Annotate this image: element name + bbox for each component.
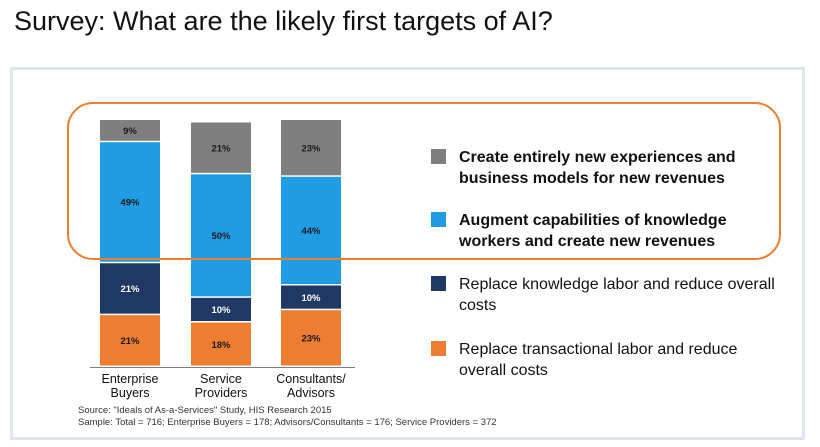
- bar-value-label: 44%: [301, 226, 321, 237]
- bar-value-label: 10%: [301, 293, 321, 304]
- legend-item: Augment capabilities of knowledge worker…: [431, 210, 779, 252]
- bar-segment: [281, 120, 341, 176]
- bar-value-label: 21%: [120, 284, 140, 295]
- bar-value-label: 10%: [211, 305, 231, 316]
- legend-label: Replace knowledge labor and reduce overa…: [459, 276, 775, 314]
- bar-segment: [191, 122, 251, 173]
- legend-item: Replace knowledge labor and reduce overa…: [431, 274, 779, 316]
- legend-swatch: [431, 149, 446, 164]
- legend-label: Augment capabilities of knowledge worker…: [459, 212, 727, 250]
- bar-value-label: 50%: [211, 231, 231, 242]
- bar-value-label: 18%: [211, 340, 231, 351]
- legend-swatch: [431, 276, 446, 291]
- category-label: Advisors: [287, 386, 335, 400]
- bar-value-label: 49%: [120, 198, 140, 209]
- bar-segment: [100, 263, 160, 314]
- bar-value-label: 9%: [123, 126, 137, 137]
- bar-segment: [281, 310, 341, 366]
- bar-segment: [100, 315, 160, 366]
- legend-label: Create entirely new experiences and busi…: [459, 149, 736, 187]
- legend-label: Replace transactional labor and reduce o…: [459, 341, 738, 379]
- slide-title: Survey: What are the likely first target…: [14, 6, 553, 36]
- bars-group: 21% 21% 49% 9% 18% 10% 50% 21% 23% 10% 44% 23%: [100, 120, 341, 366]
- bar-segment: [281, 176, 341, 284]
- highlight-outline: [67, 102, 781, 260]
- bar-value-label: 23%: [301, 143, 321, 154]
- source-line: Source: "Ideals of As-a-Services" Study,…: [78, 405, 332, 416]
- bar-value-label: 21%: [120, 336, 140, 347]
- sample-line: Sample: Total = 716; Enterprise Buyers =…: [78, 417, 497, 428]
- bar-segment: [191, 297, 251, 322]
- source-note: Source: "Ideals of As-a-Services" Study,…: [78, 405, 497, 429]
- legend-item: Create entirely new experiences and busi…: [431, 147, 779, 189]
- bar-value-label: 23%: [301, 334, 321, 345]
- category-label: Enterprise: [102, 372, 159, 386]
- bar-segment: [100, 142, 160, 262]
- legend-swatch: [431, 212, 446, 227]
- category-label: Service: [200, 372, 242, 386]
- bar-segment: [281, 285, 341, 309]
- legend-swatch: [431, 341, 446, 356]
- bar-segment: [191, 322, 251, 366]
- bar-segment: [100, 120, 160, 141]
- legend-item: Replace transactional labor and reduce o…: [431, 339, 779, 381]
- bar-segment: [191, 174, 251, 297]
- category-label: Providers: [195, 386, 248, 400]
- category-label: Buyers: [111, 386, 150, 400]
- bar-value-label: 21%: [211, 143, 231, 154]
- category-label: Consultants/: [276, 372, 346, 386]
